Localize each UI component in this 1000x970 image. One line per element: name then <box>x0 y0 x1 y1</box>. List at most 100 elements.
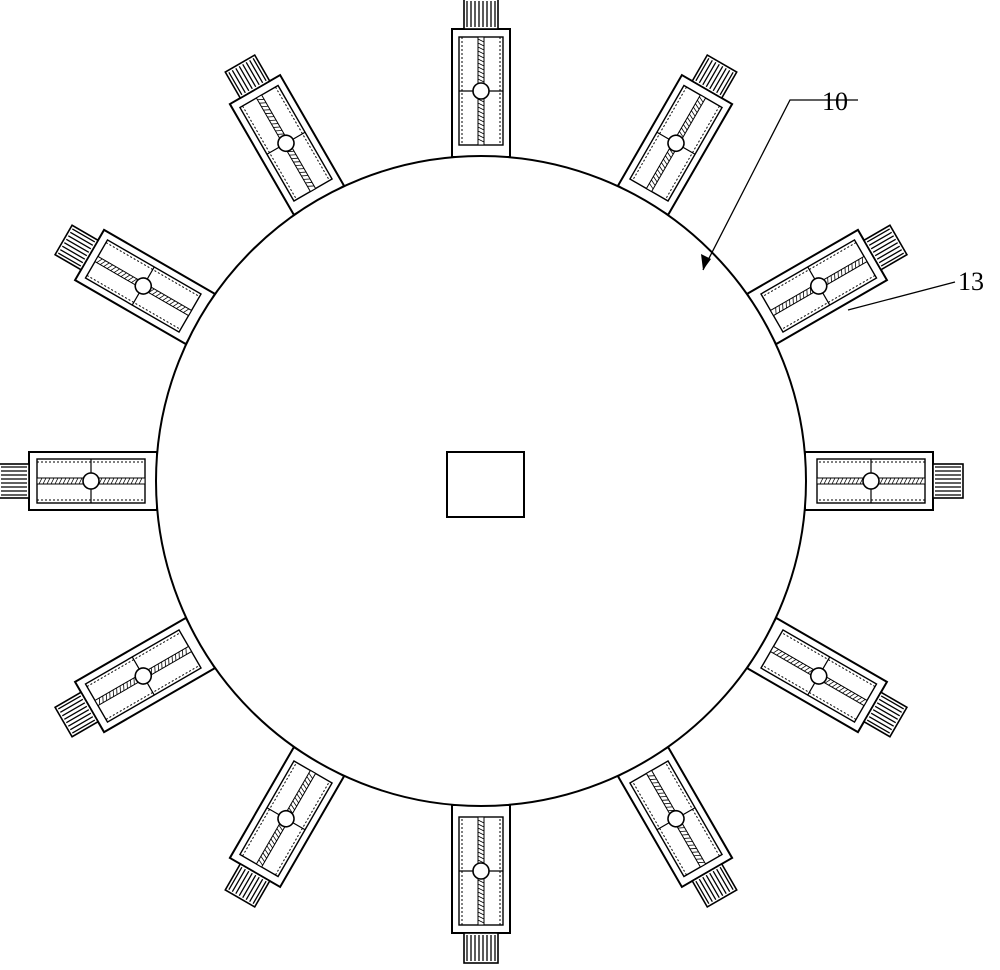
knob-rib <box>235 67 250 92</box>
knob-rib <box>880 252 905 267</box>
knob-rib <box>245 876 260 901</box>
screw-thread <box>183 308 190 313</box>
motor-knob <box>691 53 738 100</box>
knob-rib <box>698 59 713 84</box>
screw-thread <box>687 117 692 124</box>
screw-thread <box>665 155 670 162</box>
screw-thread <box>477 851 485 856</box>
screw-thread <box>653 176 658 183</box>
screw-thread <box>685 841 693 843</box>
screw-thread <box>477 895 485 900</box>
screw-thread <box>477 831 485 836</box>
screw-thread <box>477 839 485 844</box>
screw-thread <box>477 118 485 123</box>
screw-thread <box>477 847 485 852</box>
screw-thread <box>477 106 485 111</box>
slider-ball <box>277 134 295 153</box>
knob-rib <box>63 242 88 257</box>
screw-thread <box>296 793 301 800</box>
screw-thread <box>477 843 485 848</box>
knob-rib <box>716 868 731 893</box>
screw-thread <box>667 151 672 158</box>
knob-rib <box>874 242 899 257</box>
screw-thread <box>661 162 666 169</box>
screw-thread <box>114 477 119 485</box>
screw-thread <box>772 649 779 654</box>
screw-thread <box>647 775 655 777</box>
screw-thread <box>278 824 283 831</box>
screw-thread <box>830 275 832 283</box>
screw-thread <box>685 120 690 127</box>
side-rail <box>275 86 330 181</box>
knob-rib <box>61 702 86 717</box>
screw-thread <box>693 854 701 857</box>
screw-thread <box>844 267 846 275</box>
screw-thread <box>289 154 297 156</box>
screw-thread <box>477 110 485 115</box>
knob-rib <box>231 868 246 893</box>
screw-thread <box>782 303 784 311</box>
reference-label-13: 13 <box>958 267 984 296</box>
screw-thread <box>827 477 832 485</box>
knob-rib <box>868 231 893 246</box>
screw-thread <box>120 272 127 277</box>
knob-rib <box>878 698 903 713</box>
knob-rib <box>716 69 731 94</box>
clamp-unit <box>616 745 738 909</box>
screw-thread <box>477 891 485 896</box>
side-rail <box>632 86 687 181</box>
screw-thread <box>477 903 485 908</box>
knob-rib <box>719 71 734 96</box>
knob-rib <box>228 866 243 891</box>
screw-thread <box>679 830 687 832</box>
side-rail <box>86 632 181 687</box>
screw-thread <box>691 851 699 853</box>
screw-thread <box>783 655 790 660</box>
motor-knob <box>691 862 738 909</box>
screw-thread <box>102 695 104 703</box>
screw-thread <box>300 786 305 793</box>
screw-thread <box>262 852 267 859</box>
knob-rib <box>870 235 895 250</box>
screw-thread <box>165 298 172 303</box>
slider-ball <box>809 667 828 685</box>
screw-thread <box>477 907 485 912</box>
screw-thread <box>779 653 786 658</box>
screw-thread <box>127 276 134 281</box>
screw-thread <box>477 855 485 860</box>
knob-rib <box>57 695 82 710</box>
knob-rib <box>63 705 88 720</box>
screw-thread <box>116 687 118 695</box>
screw-thread <box>800 665 807 670</box>
knob-rib <box>67 712 92 727</box>
knob-rib <box>231 69 246 94</box>
screw-thread <box>695 858 703 860</box>
screw-thread <box>293 161 301 163</box>
clamp-unit <box>451 0 511 158</box>
knob-rib <box>712 67 727 92</box>
screw-thread <box>161 661 163 669</box>
screw-thread <box>98 697 101 705</box>
screw-thread <box>270 838 275 845</box>
screw-thread <box>786 657 793 662</box>
screw-thread <box>42 477 47 485</box>
screw-thread <box>663 158 668 165</box>
motor-knob <box>53 224 100 271</box>
screw-thread <box>74 477 79 485</box>
screw-thread <box>477 38 485 43</box>
screw-thread <box>305 182 313 184</box>
screw-thread <box>50 477 55 485</box>
screw-thread <box>689 848 697 850</box>
screw-thread <box>895 477 900 485</box>
knob-rib <box>59 249 84 264</box>
clamp-unit <box>224 53 346 217</box>
knob-rib <box>252 880 267 905</box>
reference-label-10: 10 <box>822 87 848 116</box>
knob-rib <box>242 63 257 88</box>
knob-rib <box>880 695 905 710</box>
motor-knob <box>932 463 964 499</box>
screw-thread <box>299 171 307 173</box>
screw-thread <box>122 477 127 485</box>
screw-thread <box>665 806 673 808</box>
